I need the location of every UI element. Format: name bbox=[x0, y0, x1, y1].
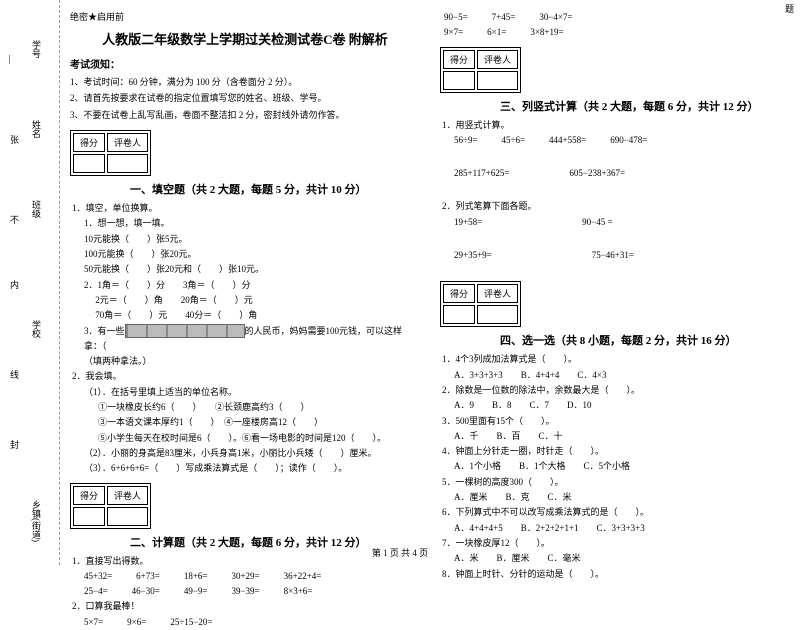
mark-mi: __ bbox=[8, 55, 18, 64]
score-box-2: 得分评卷人 bbox=[70, 483, 151, 529]
field-town: 乡镇(街道) bbox=[30, 500, 43, 542]
s1-q2: 2．我会填。 bbox=[72, 369, 420, 384]
mark-bu: 不 bbox=[8, 215, 21, 224]
score-box-3: 得分评卷人 bbox=[440, 47, 521, 93]
s4-q2o: A．9 B．8 C．7 D．10 bbox=[454, 398, 790, 413]
mark-feng: 封 bbox=[8, 440, 21, 449]
section-1-title: 一、填空题（共 2 大题，每题 5 分，共计 10 分） bbox=[130, 181, 420, 197]
s1-q1b: 10元能换（ ）张5元。 bbox=[84, 232, 420, 247]
s3-q1: 1．用竖式计算。 bbox=[442, 118, 790, 133]
mark-nei: 内 bbox=[8, 280, 21, 289]
s4-q1o: A．3+3+3+3 B．4+4+4 C．4×3 bbox=[454, 368, 790, 383]
grader-label: 评卷人 bbox=[107, 133, 148, 152]
s2-r1: 45+32=6+73=18+6=30+29=36+22+4= bbox=[84, 569, 420, 584]
field-name: 姓名 bbox=[30, 120, 43, 138]
main-content: 绝密★启用前 人教版二年级数学上学期过关检测试卷C卷 附解析 考试须知： 1、考… bbox=[70, 10, 790, 630]
s4-q8: 8．钟面上时针、分针的运动是（ ）。 bbox=[442, 567, 790, 582]
notice-3: 3、不要在试卷上乱写乱画，卷面不整洁扣 2 分，密封线外请勿作答。 bbox=[70, 108, 420, 122]
s1-q2e: （2）．小丽的身高是83厘米，小兵身高1米，小丽比小兵矮（ ）厘米。 bbox=[84, 446, 420, 461]
score-label: 得分 bbox=[73, 133, 105, 152]
s1-q2b: ①一块橡皮长约6（ ） ②长颈鹿高约3（ ） bbox=[98, 400, 420, 415]
section-3-title: 三、列竖式计算（共 2 大题，每题 6 分，共计 12 分） bbox=[500, 98, 790, 114]
exam-title: 人教版二年级数学上学期过关检测试卷C卷 附解析 bbox=[70, 29, 420, 48]
s3-r1: 56÷9=45÷6=444+558=690−478= bbox=[454, 133, 790, 148]
notice-1: 1、考试时间：60 分钟，满分为 100 分（含卷面分 2 分）。 bbox=[70, 75, 420, 89]
binding-margin: 学号 __ 姓名 张 班级 不 内 学校 线 封 乡镇(街道) bbox=[0, 0, 60, 565]
s4-q6o: A．4+4+4+5 B．2+2+2+1+1 C．3+3+3+3 bbox=[454, 521, 790, 536]
s4-q4o: A．1个小格 B．1个大格 C．5个小格 bbox=[454, 459, 790, 474]
s1-q1c: 100元能换（ ）张20元。 bbox=[84, 247, 420, 262]
s1-q1d: 50元能换（ ）张20元和（ ）张10元。 bbox=[84, 262, 420, 277]
s1-q1rmb: 3．有一些的人民币，妈妈需要100元钱，可以这样拿：（ bbox=[84, 324, 420, 355]
s4-q2: 2．除数是一位数的除法中，余数最大是（ ）。 bbox=[442, 383, 790, 398]
score-box-4: 得分评卷人 bbox=[440, 281, 521, 327]
s1-q1h: （填两种拿法。） bbox=[84, 354, 420, 369]
s3-r2: 285+117+625=605−238+367= bbox=[454, 166, 790, 181]
s4-q1: 1．4个3列成加法算式是（ ）。 bbox=[442, 352, 790, 367]
right-column: 90−5=7+45=30−4×7= 9×7=6×1=3×8+19= 得分评卷人 … bbox=[440, 10, 790, 630]
field-class: 班级 bbox=[30, 200, 43, 218]
s4-q3o: A．千 B．百 C．十 bbox=[454, 429, 790, 444]
seal-text: 绝密★启用前 bbox=[70, 10, 420, 23]
s2-q2: 2．口算我最棒！ bbox=[72, 599, 420, 614]
s1-q1: 1．填空，单位换算。 bbox=[72, 201, 420, 216]
s2-r2: 25−4=46−30=49−9=39−39=8×3+6= bbox=[84, 584, 420, 599]
s3-r4: 29+35+9=75−46+31= bbox=[454, 248, 790, 263]
s3-q2: 2．列式笔算下面各题。 bbox=[442, 199, 790, 214]
rmb-image bbox=[125, 324, 245, 338]
mark-xian: 线 bbox=[8, 370, 21, 379]
s2b-r5: 9×7=6×1=3×8+19= bbox=[444, 25, 790, 40]
s4-q5: 5．一棵树的高度300（ ）。 bbox=[442, 475, 790, 490]
field-school: 学校 bbox=[30, 320, 43, 338]
s2b-r4: 90−5=7+45=30−4×7= bbox=[444, 10, 790, 25]
s4-q5o: A．厘米 B．克 C．米 bbox=[454, 490, 790, 505]
s1-q1f: 2元＝（ ）角 20角＝（ ）元 bbox=[84, 293, 420, 308]
left-column: 绝密★启用前 人教版二年级数学上学期过关检测试卷C卷 附解析 考试须知： 1、考… bbox=[70, 10, 420, 630]
s1-q1g: 70角＝（ ）元 40分＝（ ）角 bbox=[84, 308, 420, 323]
mark-zhang: 张 bbox=[8, 135, 21, 144]
s1-q1a: 1．想一想，填一填。 bbox=[84, 216, 420, 231]
s1-q2f: （3）．6+6+6+6=（ ）写成乘法算式是（ ）；读作（ ）。 bbox=[84, 461, 420, 476]
notice-2: 2、请首先按要求在试卷的指定位置填写您的姓名、班级、学号。 bbox=[70, 91, 420, 105]
s1-q2c: ③一本语文课本厚约1（ ） ④一座楼房高12（ ） bbox=[98, 415, 420, 430]
s1-q2a: （1）．在括号里填上适当的单位名称。 bbox=[84, 385, 420, 400]
field-student-id: 学号 bbox=[30, 40, 43, 58]
page-footer: 第 1 页 共 4 页 bbox=[0, 546, 800, 559]
section-4-title: 四、选一选（共 8 小题，每题 2 分，共计 16 分） bbox=[500, 332, 790, 348]
score-box-1: 得分评卷人 bbox=[70, 130, 151, 176]
s4-q6: 6．下列算式中不可以改写成乘法算式的是（ ）。 bbox=[442, 505, 790, 520]
s4-q3: 3．500里面有15个（ ）。 bbox=[442, 414, 790, 429]
notice-heading: 考试须知： bbox=[70, 56, 420, 71]
s1-q2d: ⑤小学生每天在校时间是6（ ）。⑥看一场电影的时间是120（ ）。 bbox=[98, 431, 420, 446]
s1-q1e: 2．1角＝（ ）分 3角＝（ ）分 bbox=[84, 278, 420, 293]
s3-r3: 19+58=90−45 = bbox=[454, 215, 790, 230]
s4-q4: 4．钟面上分针走一圈，时针走（ ）。 bbox=[442, 444, 790, 459]
s2-r3: 5×7=9×6=25÷15−20= bbox=[84, 615, 420, 630]
